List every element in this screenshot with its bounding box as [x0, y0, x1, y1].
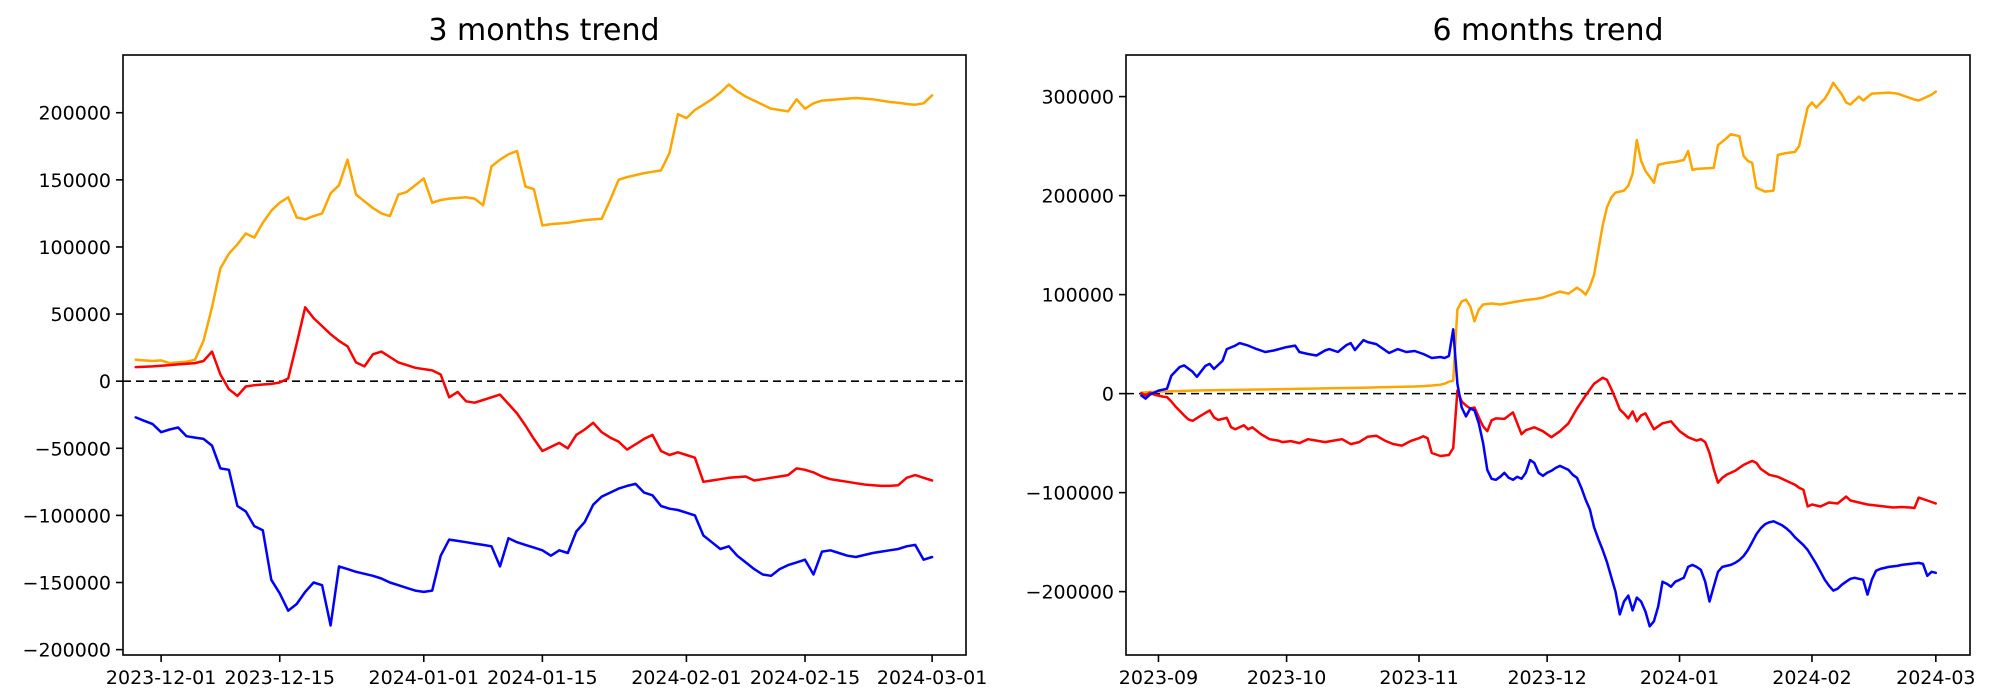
blue-line	[1140, 328, 1938, 628]
y-tick-label: −150000	[23, 573, 111, 595]
y-tick-label: 100000	[1041, 285, 1114, 307]
x-tick-label: 2023-11	[1379, 667, 1458, 689]
x-tick-label: 2023-12	[1507, 667, 1586, 689]
blue-line	[134, 416, 934, 627]
x-tick-label: 2024-01-15	[487, 667, 597, 689]
y-tick-label: −50000	[35, 438, 111, 460]
x-tick-label: 2023-10	[1247, 667, 1326, 689]
axes-spines	[122, 54, 967, 656]
y-tick-label: 150000	[38, 170, 111, 192]
y-tick-label: −100000	[23, 505, 111, 527]
y-tick-label: 0	[99, 371, 111, 393]
x-tick-label: 2023-12-15	[225, 667, 335, 689]
red-line	[134, 306, 934, 488]
x-tick-label: 2024-02-01	[631, 667, 741, 689]
y-tick-label: 200000	[38, 103, 111, 125]
x-tick-label: 2023-12-01	[106, 667, 216, 689]
y-tick-label: 200000	[1041, 186, 1114, 208]
x-tick-label: 2024-01	[1640, 667, 1719, 689]
x-tick-label: 2024-03	[1896, 667, 1975, 689]
y-tick-label: 100000	[38, 237, 111, 259]
plot-area-6-months: 300000 200000 100000 0 −100000 −200000 2023-09…	[1026, 54, 1976, 689]
x-tick-label: 2024-01-01	[369, 667, 479, 689]
x-tick-label: 2023-09	[1119, 667, 1198, 689]
axes-spines	[1125, 54, 1971, 656]
plot-area-3-months: 200000 150000 100000 50000 0 −50000 −100000 −15…	[23, 54, 987, 689]
chart-title-3-months: 3 months trend	[428, 13, 659, 48]
x-tick-label: 2024-02	[1772, 667, 1851, 689]
y-tick-label: 50000	[51, 304, 111, 326]
y-tick-label: 0	[1102, 384, 1114, 406]
orange-line	[134, 83, 934, 365]
x-tick-label: 2024-02-15	[750, 667, 860, 689]
y-tick-label: −100000	[1026, 483, 1114, 505]
y-tick-label: −200000	[23, 640, 111, 662]
y-tick-label: 300000	[1041, 87, 1114, 109]
red-line	[1140, 376, 1938, 510]
x-tick-label: 2024-03-01	[877, 667, 987, 689]
y-tick-label: −200000	[1026, 582, 1114, 604]
orange-line	[1140, 81, 1938, 394]
chart-title-6-months: 6 months trend	[1432, 13, 1663, 48]
